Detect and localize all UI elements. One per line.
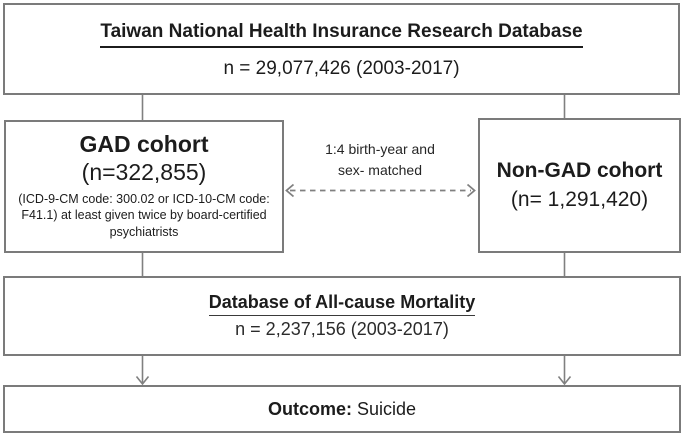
outcome-box: Outcome: Suicide [3, 385, 681, 433]
non-gad-cohort-n: (n= 1,291,420) [510, 187, 649, 211]
match-ratio-line2: sex- matched [337, 162, 423, 178]
arrowhead-down-right-icon [557, 376, 572, 386]
arrowhead-left-icon [285, 183, 295, 198]
match-ratio-label: 1:4 birth-year and sex- matched [300, 139, 460, 181]
mortality-database-n: n = 2,237,156 (2003-2017) [235, 319, 449, 339]
top-database-n: n = 29,077,426 (2003-2017) [223, 57, 460, 79]
gad-cohort-criteria-note: (ICD-9-CM code: 300.02 or ICD-10-CM code… [18, 192, 270, 239]
non-gad-cohort-box: Non-GAD cohort (n= 1,291,420) [478, 118, 681, 253]
match-ratio-line1: 1:4 birth-year and [325, 141, 435, 157]
gad-cohort-n: (n=322,855) [81, 158, 207, 185]
top-database-title: Taiwan National Health Insurance Researc… [100, 21, 583, 48]
non-gad-cohort-title: Non-GAD cohort [496, 159, 663, 183]
arrowhead-down-left-icon [135, 376, 150, 386]
outcome-value: Suicide [356, 398, 417, 419]
top-database-box: Taiwan National Health Insurance Researc… [3, 3, 680, 95]
outcome-label: Outcome: [267, 398, 352, 419]
gad-cohort-title: GAD cohort [79, 131, 209, 157]
arrowhead-right-icon [466, 183, 476, 198]
mortality-database-box: Database of All-cause Mortality n = 2,23… [3, 276, 681, 356]
gad-cohort-box: GAD cohort (n=322,855) (ICD-9-CM code: 3… [4, 120, 284, 253]
outcome-text: Outcome: Suicide [268, 399, 416, 420]
mortality-database-title: Database of All-cause Mortality [208, 292, 476, 316]
